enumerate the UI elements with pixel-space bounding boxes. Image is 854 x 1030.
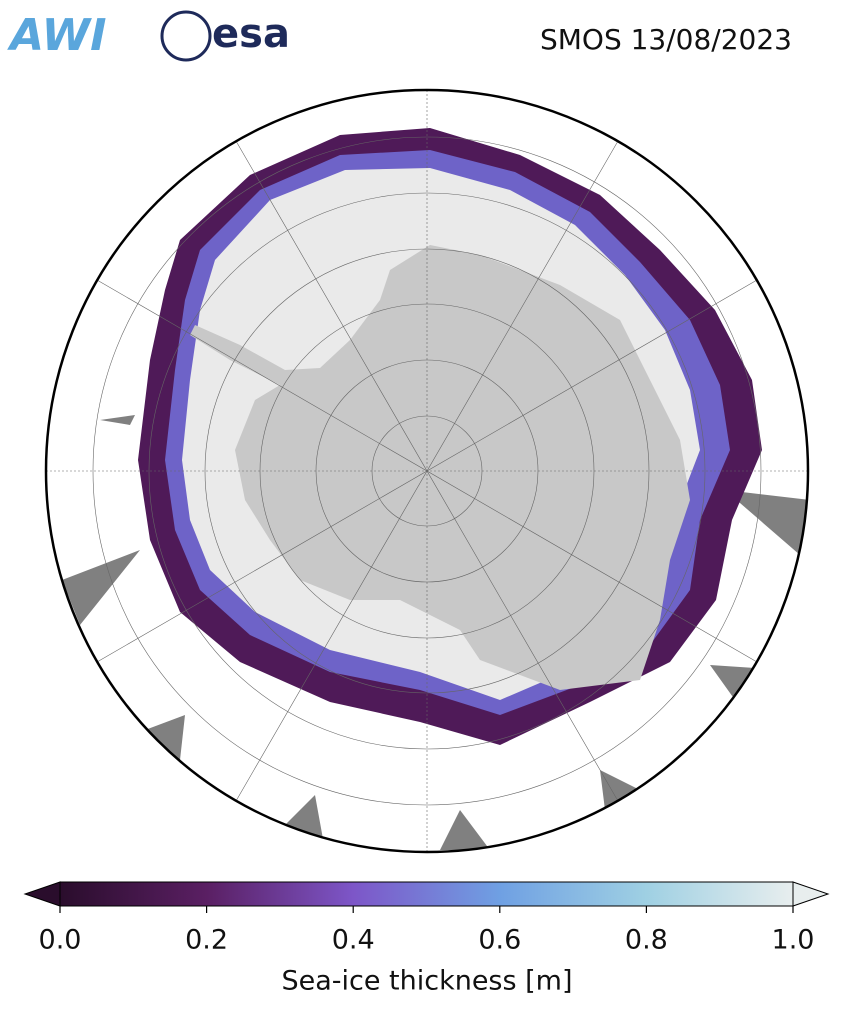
- colorbar-extend-high: [792, 881, 830, 907]
- map-title: SMOS 13/08/2023: [540, 23, 792, 56]
- map-boundary: [44, 88, 810, 854]
- colorbar-tick-label: 0.4: [332, 925, 375, 956]
- esa-logo-mark: [160, 10, 212, 62]
- colorbar-tick-label: 1.0: [772, 925, 815, 956]
- colorbar-tick-label: 0.8: [625, 925, 668, 956]
- awi-logo: AWI: [7, 10, 107, 61]
- colorbar-body: [59, 881, 794, 907]
- colorbar-tick-label: 0.2: [185, 925, 228, 956]
- antarctica: [190, 245, 690, 690]
- colorbar: [23, 881, 830, 913]
- colorbar-label: Sea-ice thickness [m]: [281, 966, 572, 997]
- colorbar-extend-low: [23, 881, 61, 907]
- colorbar-tick-label: 0.0: [39, 925, 82, 956]
- graticule: [46, 90, 808, 852]
- colorbar-tick-label: 0.6: [478, 925, 521, 956]
- map: [46, 90, 808, 852]
- esa-logo: esa: [212, 11, 290, 57]
